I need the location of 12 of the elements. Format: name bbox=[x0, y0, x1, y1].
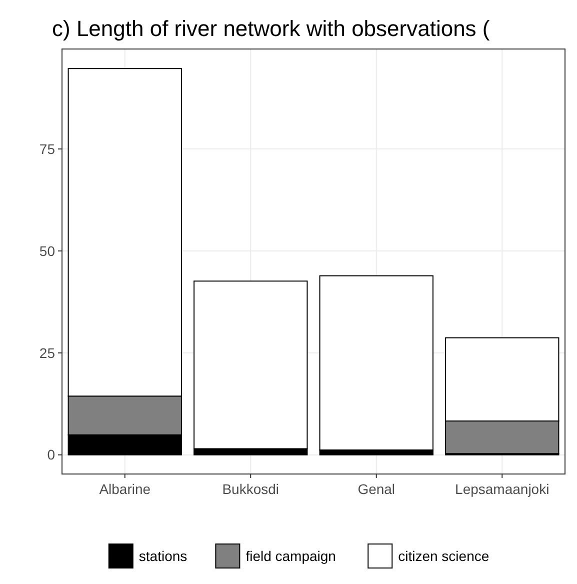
legend-label: citizen science bbox=[398, 548, 490, 564]
y-tick-label: 50 bbox=[39, 242, 56, 259]
x-tick-label: Albarine bbox=[99, 481, 151, 497]
y-tick-label: 25 bbox=[39, 344, 56, 361]
x-tick-label: Bukkosdi bbox=[222, 481, 280, 497]
legend-label: stations bbox=[138, 548, 188, 564]
legend-label: field campaign bbox=[246, 548, 336, 564]
chart-title: c) Length of river network with observations ( bbox=[52, 16, 490, 41]
x-tick-label: Genal bbox=[358, 481, 396, 497]
y-tick-label: 75 bbox=[39, 140, 56, 157]
x-tick-label: Lepsamaanjoki bbox=[455, 481, 550, 497]
y-tick-label: 0 bbox=[47, 446, 56, 463]
